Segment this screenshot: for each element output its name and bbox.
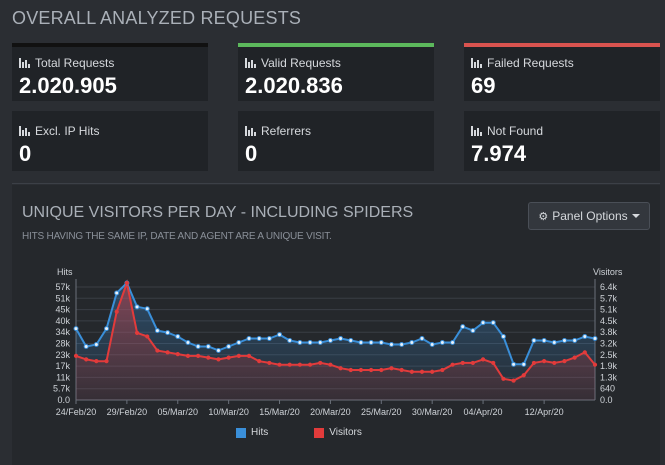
bar-chart-icon — [471, 58, 483, 68]
panel-options-label: Panel Options — [552, 209, 628, 223]
card-label: Not Found — [487, 124, 544, 138]
section-divider — [12, 183, 660, 184]
bar-chart-icon — [19, 58, 31, 68]
chart-legend: Hits Visitors — [236, 427, 362, 438]
card-accent — [464, 43, 660, 47]
card-referrers: Referrers 0 — [238, 111, 434, 171]
bar-chart-icon — [245, 126, 257, 136]
card-value: 0 — [19, 141, 32, 166]
panel-title: UNIQUE VISITORS PER DAY - INCLUDING SPID… — [22, 204, 414, 221]
legend-item-hits[interactable]: Hits — [236, 427, 268, 438]
card-excl-ip-hits: Excl. IP Hits 0 — [12, 111, 208, 171]
legend-label: Hits — [251, 427, 269, 438]
card-accent — [12, 43, 208, 47]
card-failed-requests: Failed Requests 69 — [464, 43, 660, 101]
card-valid-requests: Valid Requests 2.020.836 — [238, 43, 434, 101]
card-label: Total Requests — [35, 56, 115, 70]
caret-down-icon — [631, 214, 640, 218]
legend-swatch-visitors — [314, 427, 325, 438]
gear-icon: ⚙ — [538, 210, 549, 223]
card-label: Excl. IP Hits — [35, 124, 100, 138]
bar-chart-icon — [471, 126, 483, 136]
card-value: 2.020.905 — [19, 73, 117, 98]
card-value: 7.974 — [471, 141, 527, 166]
card-label: Valid Requests — [261, 56, 341, 70]
card-label: Referrers — [261, 124, 312, 138]
card-value: 69 — [471, 73, 496, 98]
page-title: OVERALL ANALYZED REQUESTS — [12, 8, 302, 28]
bar-chart-icon — [245, 58, 257, 68]
card-not-found: Not Found 7.974 — [464, 111, 660, 171]
panel-subtitle: HITS HAVING THE SAME IP, DATE AND AGENT … — [22, 231, 332, 242]
card-label: Failed Requests — [487, 56, 574, 70]
card-value: 0 — [245, 141, 258, 166]
bar-chart-icon — [19, 126, 31, 136]
legend-label: Visitors — [329, 427, 362, 438]
legend-swatch-hits — [236, 427, 246, 438]
card-value: 2.020.836 — [245, 73, 343, 98]
legend-item-visitors[interactable]: Visitors — [314, 427, 362, 438]
panel-options-button[interactable]: ⚙ Panel Options — [528, 202, 650, 230]
card-total-requests: Total Requests 2.020.905 — [12, 43, 208, 101]
card-accent — [238, 43, 434, 47]
